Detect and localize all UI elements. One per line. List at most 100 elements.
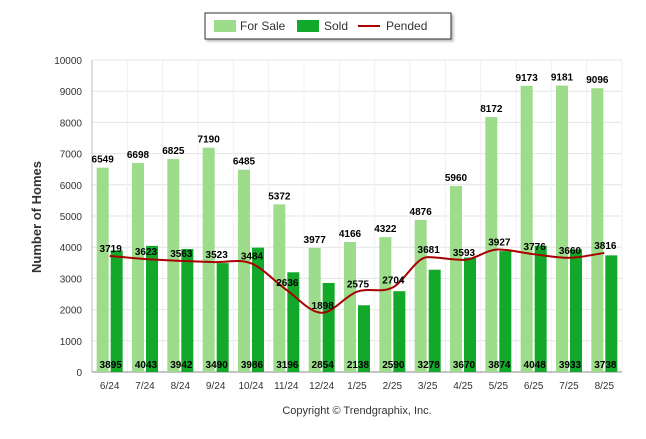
bar-for-sale-6/24 [96,167,109,372]
label-sold-6/25: 4048 [524,360,547,371]
label-pended-4/25: 3593 [453,248,476,259]
label-for-sale-5/25: 8172 [480,104,503,115]
bar-sold-5/25 [499,251,512,372]
bar-for-sale-3/25 [414,219,427,372]
y-tick-label-6000: 6000 [60,181,83,192]
bar-sold-7/24 [146,245,158,372]
x-tick-label-7/25: 7/25 [559,381,579,392]
bar-for-sale-9/24 [202,147,215,372]
axes: 0 1000 2000 3000 4000 5000 6000 7000 8000 9000 100… [54,56,622,392]
label-pended-11/24: 2636 [276,278,299,289]
label-sold-11/24: 3196 [276,360,299,371]
label-for-sale-12/24: 3977 [304,235,327,246]
label-for-sale-3/25: 4876 [410,207,433,218]
bar-sold-2/25 [393,291,406,372]
label-sold-7/25: 3933 [559,360,582,371]
label-for-sale-9/24: 7190 [198,135,221,146]
label-sold-10/24: 3986 [241,360,264,371]
bar-sold-1/25 [358,305,370,372]
pended-line [109,248,605,314]
label-sold-9/24: 3490 [206,360,229,371]
label-pended-6/25: 3776 [524,242,547,253]
legend-label-for-sale: For Sale [240,19,286,33]
label-sold-8/25: 3738 [594,360,617,371]
y-tick-label-9000: 9000 [60,87,83,98]
label-for-sale-6/24: 6549 [92,155,115,166]
legend-swatch-sold [297,20,319,32]
bar-for-sale-4/25 [450,186,462,372]
bar-sold-6/25 [534,245,547,372]
x-tick-label-11/24: 11/24 [274,381,299,392]
label-for-sale-2/25: 4322 [374,224,397,235]
label-pended-5/25: 3927 [488,237,511,248]
y-tick-label-3000: 3000 [60,274,83,285]
x-tick-label-6/24: 6/24 [100,381,120,392]
y-tick-label-5000: 5000 [60,212,83,223]
label-pended-8/24: 3563 [170,249,193,260]
bar-sold-9/24 [216,263,229,372]
y-tick-label-2000: 2000 [60,306,83,317]
y-tick-label-4000: 4000 [60,243,83,254]
bar-for-sale-10/24 [238,169,250,372]
x-tick-label-12/24: 12/24 [309,381,334,392]
label-pended-1/25: 2575 [347,280,370,291]
label-pended-8/25: 3816 [594,241,617,252]
label-sold-7/24: 4043 [135,360,158,371]
label-for-sale-11/24: 5372 [268,191,291,202]
x-tick-label-6/25: 6/25 [524,381,544,392]
grid [91,59,623,373]
x-tick-label-8/24: 8/24 [171,381,191,392]
label-pended-9/24: 3523 [206,250,229,261]
bar-for-sale-7/25 [556,85,568,373]
label-for-sale-6/25: 9173 [516,73,539,84]
y-tick-label-1000: 1000 [60,337,83,348]
x-tick-label-10/24: 10/24 [238,381,263,392]
bar-for-sale-11/24 [273,204,286,372]
x-tick-label-9/24: 9/24 [206,381,226,392]
bar-sold-7/25 [570,249,582,372]
x-tick-label-1/25: 1/25 [347,381,367,392]
x-tick-label-4/25: 4/25 [453,381,473,392]
label-sold-5/25: 3874 [488,360,511,371]
label-for-sale-1/25: 4166 [339,229,362,240]
y-tick-label-0: 0 [76,368,82,379]
bar-for-sale-6/25 [520,85,533,372]
bar-sold-12/24 [322,282,335,372]
copyright-text: Copyright © Trendgraphix, Inc. [282,405,431,417]
label-pended-12/24: 1898 [312,301,335,312]
label-pended-10/24: 3484 [241,251,264,262]
legend-label-sold: Sold [324,19,348,33]
bar-for-sale-2/25 [379,237,392,372]
legend-box [204,12,452,40]
label-sold-2/25: 2590 [382,360,405,371]
bar-for-sale-12/24 [308,247,321,372]
label-pended-3/25: 3681 [418,245,441,256]
y-tick-label-8000: 8000 [60,118,83,129]
label-pended-7/24: 3623 [135,247,158,258]
bars [96,85,618,373]
label-for-sale-4/25: 5960 [445,173,468,184]
label-sold-1/25: 2138 [347,360,370,371]
legend-swatch-for-sale [214,20,236,32]
bar-sold-3/25 [428,269,441,372]
label-for-sale-8/24: 6825 [162,146,185,157]
data-labels: 6549 3895 3719 6698 4043 3623 6825 3942 3563 7190… [92,73,617,371]
bar-sold-8/25 [605,255,618,372]
legend-label-pended: Pended [386,19,427,33]
label-sold-12/24: 2854 [312,360,335,371]
bar-for-sale-8/24 [167,159,180,372]
label-sold-8/24: 3942 [170,360,193,371]
y-axis-title: Number of Homes [29,161,44,273]
y-tick-label-10000: 10000 [54,56,82,67]
x-tick-label-2/25: 2/25 [383,381,403,392]
x-tick-label-3/25: 3/25 [418,381,438,392]
bar-for-sale-1/25 [344,242,356,372]
label-sold-4/25: 3670 [453,360,476,371]
x-tick-label-8/25: 8/25 [595,381,615,392]
x-tick-label-7/24: 7/24 [135,381,155,392]
bar-for-sale-7/24 [132,163,144,372]
pended-line-group [109,248,605,314]
label-for-sale-10/24: 6485 [233,157,256,168]
